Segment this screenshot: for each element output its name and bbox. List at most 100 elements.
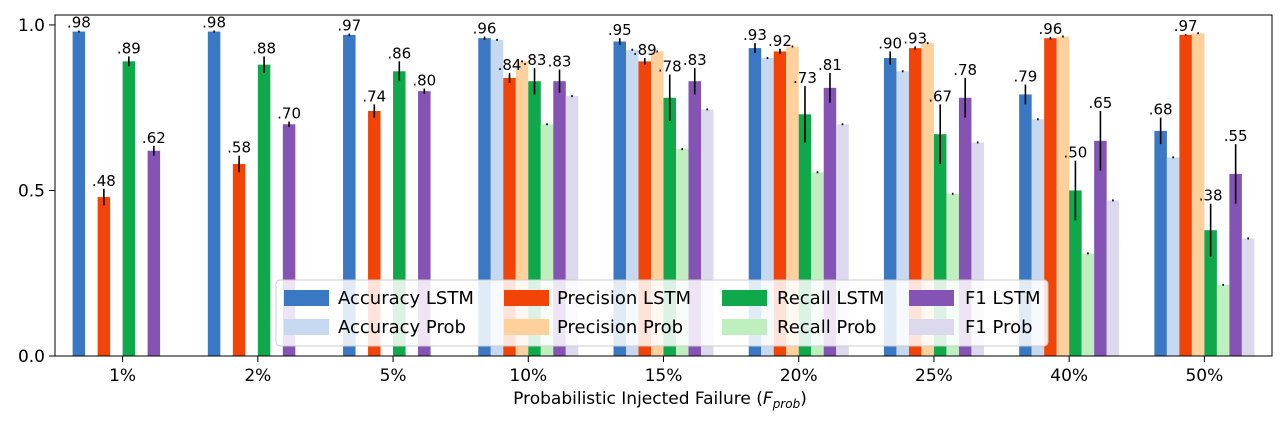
bar [1094,140,1107,356]
y-axis: 0.0 0.5 1.0 [18,16,55,367]
x-tick-label: 15% [645,366,683,386]
bar [490,39,504,356]
bar [626,49,639,356]
data-label: .78 [953,61,977,79]
y-tick-label: 1.0 [18,16,45,36]
x-tick-label: 40% [1050,366,1088,386]
bar [97,197,111,356]
data-label: .38 [1199,187,1223,205]
bar [1081,253,1095,356]
data-label: .79 [1013,68,1037,86]
data-label: .74 [362,87,386,105]
data-label: .83 [548,53,572,71]
data-label: .88 [252,39,276,57]
x-axis-title: Probabilistic Injected Failure (Fprob) [513,389,807,411]
data-label: .81 [818,56,842,74]
legend: Accuracy LSTM Accuracy Prob Precision LSTM… [275,279,1049,347]
data-label: .90 [878,34,902,52]
bar [748,48,762,356]
data-label: .93 [903,29,927,47]
bar [908,48,922,356]
data-label: .97 [337,17,361,35]
bar [1044,38,1057,357]
x-tick-label: 10% [509,366,547,386]
x-axis: 1% 2% 5% 10% 15% 20% 25% 40% 50% [109,356,1223,386]
x-tick-label: 25% [915,366,953,386]
bar [1106,200,1120,356]
legend-label: Accuracy Prob [338,317,466,338]
bar [1154,130,1167,356]
bar [122,61,136,356]
data-label: .86 [387,44,411,62]
x-title-close: ) [800,389,807,409]
bar [232,163,246,356]
data-label: .70 [277,105,301,123]
data-label: .58 [227,139,251,157]
legend-swatch [284,319,329,335]
data-label: .48 [92,172,116,190]
bar [1216,284,1230,356]
data-label: .73 [793,69,817,87]
data-label: .92 [768,32,792,50]
data-label: .96 [473,20,497,38]
data-label: .84 [498,56,522,74]
legend-swatch [722,319,767,335]
data-label: .83 [683,51,707,69]
data-label: .98 [202,14,226,32]
legend-swatch [722,290,767,306]
x-tick-label: 20% [780,366,818,386]
bar [147,150,161,356]
bar [613,41,626,356]
data-label: .68 [1149,101,1173,119]
bar [1166,157,1180,356]
bar [72,31,86,356]
x-title-subscript: prob [772,397,801,411]
legend-label: Precision LSTM [557,288,691,309]
data-label: .93 [743,26,767,44]
bar [1069,190,1082,356]
legend-label: Precision Prob [557,317,683,338]
y-tick-label: 0.5 [18,181,45,201]
bar [257,64,271,357]
bar [1056,36,1070,357]
x-title-text: Probabilistic Injected Failure ( [513,389,763,409]
legend-label: F1 LSTM [965,288,1041,309]
bar [478,38,491,357]
x-tick-label: 5% [380,366,407,386]
bar [786,46,799,357]
data-label: .80 [412,71,436,89]
error-bars-layer [78,30,1249,286]
bar [1241,238,1255,356]
legend-swatch [504,290,549,306]
legend-swatch [504,319,549,335]
legend-swatch [284,290,329,306]
data-label: .83 [523,51,547,69]
data-label: .95 [608,21,632,39]
bar [1229,173,1242,356]
data-label: .97 [1174,17,1198,35]
data-label: .98 [67,14,91,32]
legend-label: Recall Prob [777,317,876,338]
legend-swatch [909,319,954,335]
bar [1191,33,1205,356]
data-label: .55 [1224,127,1248,145]
data-label: .67 [928,87,952,105]
data-labels-layer: .98 .48 .89 .62 .98 .58 .88 .70 .97 .74 .86.80 .96.… [67,14,1248,205]
x-tick-label: 1% [109,366,136,386]
legend-label: Accuracy LSTM [338,288,474,309]
data-label: .62 [142,129,166,147]
legend-label: Recall LSTM [777,288,884,309]
x-tick-label: 50% [1185,366,1223,386]
data-label: .89 [633,41,657,59]
legend-swatch [909,290,954,306]
bar [207,31,221,356]
legend-box [275,279,1049,347]
bar [343,34,356,357]
data-label: .96 [1038,20,1062,38]
data-label: .65 [1088,94,1112,112]
x-title-symbol: F [763,389,773,409]
bar [921,43,934,356]
x-tick-label: 2% [244,366,271,386]
data-label: .50 [1063,144,1087,162]
